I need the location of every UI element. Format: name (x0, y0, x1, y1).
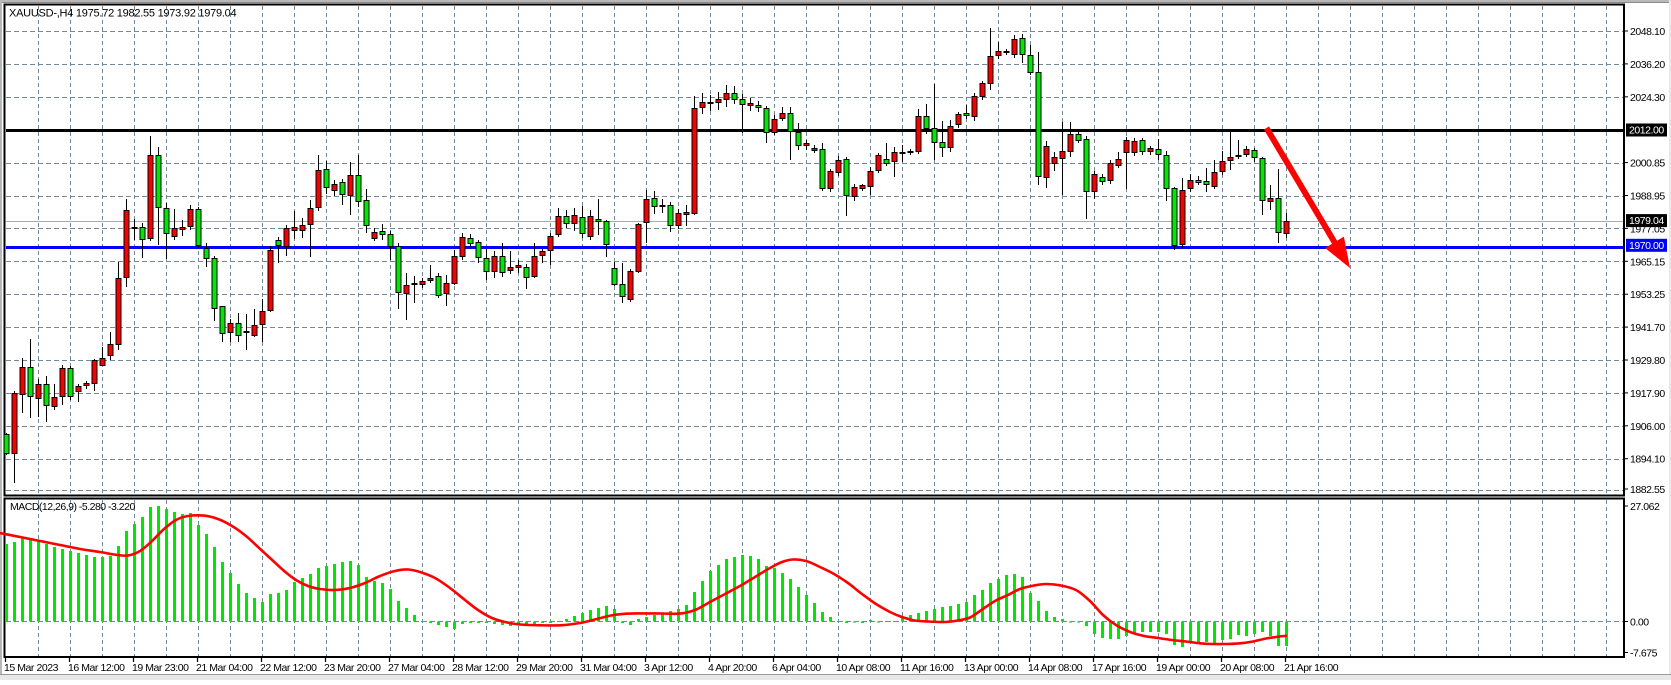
svg-text:1979.04: 1979.04 (1629, 215, 1664, 227)
svg-text:15 Mar 2023: 15 Mar 2023 (4, 662, 59, 674)
svg-text:1965.15: 1965.15 (1630, 256, 1665, 268)
svg-text:3 Apr 12:00: 3 Apr 12:00 (644, 662, 693, 674)
svg-text:MACD(12,26,9) -5.280 -3.220: MACD(12,26,9) -5.280 -3.220 (10, 501, 135, 513)
svg-text:1988.95: 1988.95 (1630, 191, 1665, 203)
svg-text:2024.30: 2024.30 (1630, 92, 1665, 104)
svg-text:1953.25: 1953.25 (1630, 289, 1665, 301)
svg-text:27.062: 27.062 (1630, 501, 1660, 513)
svg-text:13 Apr 00:00: 13 Apr 00:00 (964, 662, 1019, 674)
svg-text:31 Mar 04:00: 31 Mar 04:00 (580, 662, 637, 674)
svg-text:14 Apr 08:00: 14 Apr 08:00 (1028, 662, 1083, 674)
svg-text:1894.10: 1894.10 (1630, 454, 1665, 466)
svg-text:1882.55: 1882.55 (1630, 484, 1665, 496)
svg-text:29 Mar 20:00: 29 Mar 20:00 (516, 662, 573, 674)
svg-text:-7.675: -7.675 (1630, 648, 1658, 660)
svg-text:17 Apr 16:00: 17 Apr 16:00 (1092, 662, 1147, 674)
svg-text:2048.10: 2048.10 (1630, 26, 1665, 38)
svg-text:19 Apr 00:00: 19 Apr 00:00 (1156, 662, 1211, 674)
svg-text:2012.00: 2012.00 (1629, 125, 1664, 137)
svg-text:2000.85: 2000.85 (1630, 158, 1665, 170)
svg-text:21 Mar 04:00: 21 Mar 04:00 (196, 662, 253, 674)
svg-text:1941.70: 1941.70 (1630, 322, 1665, 334)
svg-text:4 Apr 20:00: 4 Apr 20:00 (708, 662, 757, 674)
svg-text:20 Apr 08:00: 20 Apr 08:00 (1220, 662, 1275, 674)
svg-text:27 Mar 04:00: 27 Mar 04:00 (388, 662, 445, 674)
svg-text:6 Apr 04:00: 6 Apr 04:00 (772, 662, 821, 674)
svg-text:19 Mar 23:00: 19 Mar 23:00 (132, 662, 189, 674)
svg-text:1970.00: 1970.00 (1629, 240, 1664, 252)
svg-text:10 Apr 08:00: 10 Apr 08:00 (836, 662, 891, 674)
svg-text:1906.00: 1906.00 (1630, 421, 1665, 433)
svg-text:1929.80: 1929.80 (1630, 355, 1665, 367)
svg-text:0.00: 0.00 (1630, 617, 1649, 629)
svg-text:XAUUSD-,H4 1975.72 1982.55 197: XAUUSD-,H4 1975.72 1982.55 1973.92 1979.… (9, 8, 237, 20)
svg-text:21 Apr 16:00: 21 Apr 16:00 (1284, 662, 1339, 674)
svg-text:23 Mar 20:00: 23 Mar 20:00 (324, 662, 381, 674)
svg-text:2036.20: 2036.20 (1630, 59, 1665, 71)
svg-text:28 Mar 12:00: 28 Mar 12:00 (452, 662, 509, 674)
svg-text:1917.90: 1917.90 (1630, 388, 1665, 400)
svg-text:11 Apr 16:00: 11 Apr 16:00 (900, 662, 954, 674)
svg-text:22 Mar 12:00: 22 Mar 12:00 (260, 662, 317, 674)
svg-text:16 Mar 12:00: 16 Mar 12:00 (68, 662, 125, 674)
